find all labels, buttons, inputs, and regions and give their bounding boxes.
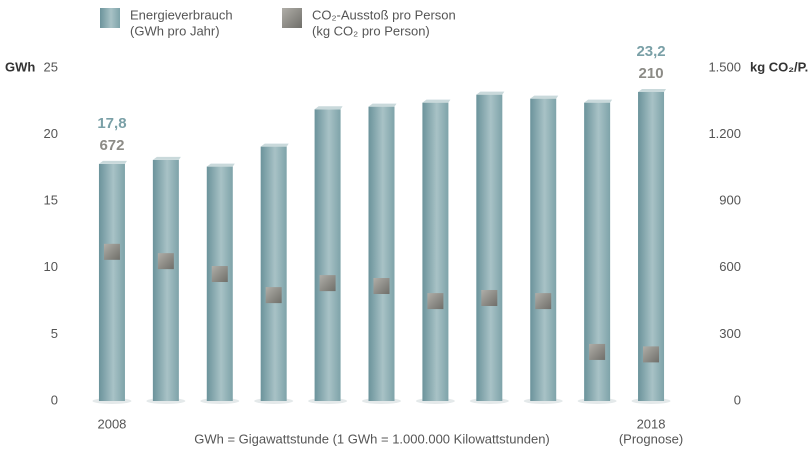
bar [152,159,179,401]
legend-swatch [100,8,120,28]
legend-swatch [282,8,302,28]
x-tick-label: 2018 [637,416,666,431]
category-note: (Prognose) [619,431,683,446]
y-tick-label: 25 [44,59,58,74]
bar-cap [206,163,235,167]
co2-marker [481,289,498,306]
y2-tick-label: 1.200 [708,126,741,141]
bar [260,146,287,401]
y-tick-label: 20 [44,126,58,141]
y2-tick-label: 300 [719,326,741,341]
value-label: 23,2 [636,43,665,60]
x-tick-label: 2008 [97,416,126,431]
co2-marker [319,275,336,292]
legend-sublabel: (GWh pro Jahr) [130,23,220,38]
bar [368,106,395,402]
value-label: 672 [99,137,124,154]
bar [314,109,341,402]
value-label: 210 [639,65,664,82]
bar [98,163,125,401]
y-tick-label: 5 [51,326,58,341]
bar [530,98,557,402]
co2-marker [103,243,120,260]
bar-cap [368,103,397,107]
bar-cap [476,91,505,95]
y-tick-label: 0 [51,392,58,407]
co2-marker [427,293,444,310]
bar-cap [422,99,451,103]
y2-tick-label: 600 [719,259,741,274]
legend-sublabel: (kg CO₂ pro Person) [312,23,430,38]
y2-tick-label: 1.500 [708,59,741,74]
bar-cap [98,160,127,164]
y-axis-title: GWh [5,59,35,74]
legend-label: Energieverbrauch [130,7,233,22]
co2-marker [211,266,228,283]
co2-marker [589,343,606,360]
value-label: 17,8 [97,115,126,132]
bar-cap [152,156,181,160]
bar [206,166,233,401]
bar-cap [638,88,667,92]
co2-marker [265,287,282,304]
y2-axis-title: kg CO₂/P. [750,59,808,74]
co2-marker [373,278,390,295]
bar-cap [314,106,343,110]
bar [476,94,503,401]
y2-tick-label: 0 [734,392,741,407]
footnote: GWh = Gigawattstunde (1 GWh = 1.000.000 … [194,431,550,446]
bar [422,102,449,401]
legend-label: CO₂-Ausstoß pro Person [312,7,456,22]
co2-marker [643,346,660,363]
y2-tick-label: 900 [719,193,741,208]
bar-cap [530,95,559,99]
y-tick-label: 15 [44,193,58,208]
co2-marker [157,253,174,270]
bar-cap [260,143,289,147]
y-tick-label: 10 [44,259,58,274]
co2-marker [535,293,552,310]
bar-cap [584,99,613,103]
